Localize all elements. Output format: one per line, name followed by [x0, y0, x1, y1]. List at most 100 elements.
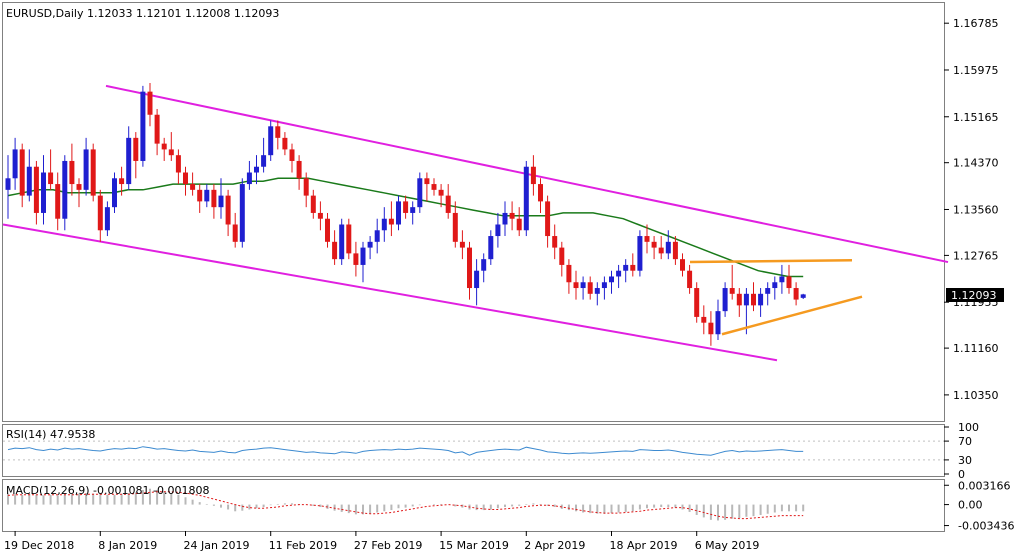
candle — [310, 189, 316, 219]
candle-body — [580, 282, 586, 289]
candle-body — [154, 114, 160, 144]
candle — [545, 195, 551, 248]
candle — [112, 172, 117, 213]
candle-body — [353, 253, 359, 265]
candle — [609, 270, 614, 294]
candle-body — [5, 178, 11, 190]
candle — [502, 201, 508, 237]
candle — [353, 241, 359, 277]
x-tick-label: 24 Jan 2019 — [184, 539, 250, 552]
x-tick-label: 19 Dec 2018 — [4, 539, 74, 552]
candle-body — [76, 184, 82, 190]
triangle-pattern — [689, 259, 863, 336]
candle-body — [573, 282, 579, 289]
candle — [630, 253, 636, 277]
candle-body — [800, 294, 806, 298]
candle-body — [48, 172, 54, 185]
candle-body — [296, 160, 302, 179]
candle-body — [275, 126, 281, 138]
candle-body — [310, 195, 316, 213]
candle — [360, 241, 366, 283]
candle-body — [133, 137, 139, 161]
candle-body — [282, 137, 288, 150]
candle-body — [722, 288, 728, 312]
candle — [254, 155, 259, 185]
candle-body — [474, 270, 480, 289]
candle-body — [83, 149, 89, 190]
candle-body — [97, 195, 103, 231]
candle-body — [623, 264, 629, 271]
candle-body — [360, 247, 366, 265]
candle — [12, 137, 18, 190]
candle — [168, 132, 174, 161]
candle — [19, 143, 25, 208]
current-price-box — [946, 288, 1004, 302]
candle-body — [445, 195, 451, 213]
candle-body — [594, 288, 600, 294]
rsi-tick-label: 0 — [958, 468, 965, 481]
candle — [26, 149, 32, 202]
candle — [736, 288, 742, 317]
candle — [559, 241, 565, 277]
candle-body — [637, 236, 643, 271]
candle — [445, 184, 451, 219]
candle-body — [317, 212, 323, 219]
x-tick-label: 2 Apr 2019 — [524, 539, 585, 552]
candle — [594, 282, 600, 306]
candle — [232, 212, 238, 248]
candle — [459, 230, 465, 260]
candle — [55, 172, 61, 231]
candle-body — [140, 91, 146, 161]
candle-body — [459, 241, 465, 248]
x-tick-label: 11 Feb 2019 — [269, 539, 337, 552]
candle-body — [765, 288, 771, 294]
candle — [616, 264, 622, 289]
triangle-lower-line — [721, 295, 863, 336]
candle-body — [33, 166, 39, 213]
candle-body — [601, 282, 607, 289]
candle-body — [758, 293, 764, 306]
candle — [48, 149, 54, 190]
candle-body — [90, 149, 96, 196]
candle — [396, 195, 401, 231]
candle-body — [552, 236, 558, 248]
candle-body — [303, 178, 309, 196]
candle-body — [651, 241, 657, 248]
candle-body — [481, 259, 487, 271]
chart-title: EURUSD,Daily 1.12033 1.12101 1.12008 1.1… — [6, 7, 279, 20]
rsi-line — [7, 446, 804, 456]
candle-body — [246, 172, 252, 185]
candle — [218, 178, 224, 219]
candle — [161, 137, 167, 161]
candle-body — [538, 184, 543, 202]
candle-body — [232, 224, 238, 242]
price-tick-label: 1.15975 — [953, 64, 999, 77]
macd-panel-frame — [2, 479, 945, 532]
rsi-panel-frame — [2, 424, 945, 477]
candle-body — [772, 282, 778, 289]
price-y-axis: 1.16785 1.15975 1.15165 1.14370 1.13560 1.127… — [944, 17, 999, 402]
candle-body — [715, 311, 721, 335]
candle — [587, 276, 593, 300]
candle — [346, 218, 352, 260]
candle-body — [417, 178, 423, 208]
candle — [708, 311, 714, 346]
candle-body — [438, 189, 444, 196]
candle-body — [793, 288, 799, 300]
candle — [289, 143, 295, 173]
candle — [190, 172, 196, 196]
candle — [183, 166, 188, 196]
candle-body — [403, 201, 409, 213]
candle-body — [225, 195, 231, 225]
candle-body — [168, 149, 174, 156]
candle — [651, 236, 657, 260]
candle — [261, 137, 267, 173]
candle — [637, 230, 643, 277]
candle-body — [516, 218, 522, 231]
candle — [303, 172, 309, 208]
candle-body — [161, 143, 167, 150]
candle-body — [126, 137, 132, 185]
candle — [438, 184, 444, 208]
price-tick-label: 1.12765 — [953, 249, 999, 262]
macd-indicator — [7, 488, 805, 521]
